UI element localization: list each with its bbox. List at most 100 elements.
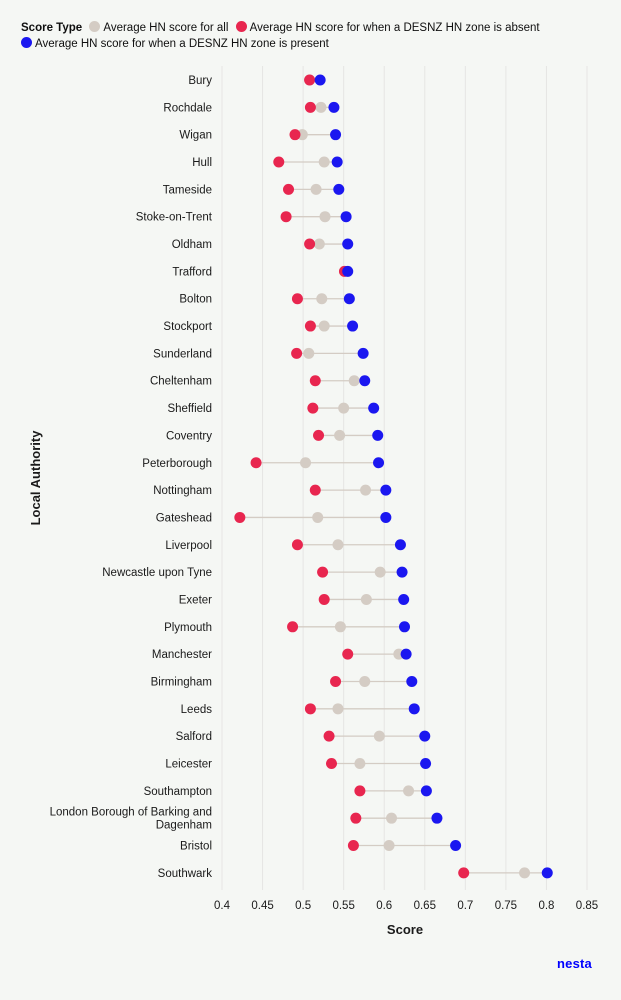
category-label-southwark: Southwark (158, 868, 213, 880)
point-all-tameside (310, 183, 322, 195)
category-label-rochdale: Rochdale (163, 102, 212, 114)
point-all-birmingham (359, 675, 371, 687)
point-present-london-borough-of-barking-and-dagenham (431, 812, 443, 824)
point-absent-peterborough (250, 457, 262, 469)
point-absent-hull (273, 156, 285, 168)
point-all-sunderland (303, 347, 315, 359)
x-tick-0-55: 0.55 (332, 900, 354, 912)
point-absent-newcastle-upon-tyne (317, 566, 329, 578)
category-label-manchester: Manchester (152, 649, 212, 661)
x-tick-0-8: 0.8 (538, 900, 554, 912)
point-absent-bristol (347, 840, 359, 852)
category-label-exeter: Exeter (179, 594, 212, 606)
legend-item-all: Average HN score for all (89, 20, 228, 36)
point-present-newcastle-upon-tyne (396, 566, 408, 578)
point-all-plymouth (334, 621, 346, 633)
point-absent-sunderland (291, 347, 303, 359)
point-all-liverpool (332, 539, 344, 551)
point-all-nottingham (360, 484, 372, 496)
point-present-manchester (400, 648, 412, 660)
category-label-plymouth: Plymouth (164, 622, 212, 634)
point-all-newcastle-upon-tyne (374, 566, 386, 578)
category-label-nottingham: Nottingham (153, 485, 212, 497)
point-all-coventry (334, 429, 346, 441)
point-absent-london-borough-of-barking-and-dagenham (350, 812, 362, 824)
legend-dot-all (89, 21, 101, 32)
point-all-hull (318, 156, 330, 168)
category-label-hull: Hull (192, 157, 212, 169)
point-absent-salford (323, 730, 335, 742)
point-present-gateshead (380, 511, 392, 523)
point-present-leicester (420, 758, 432, 769)
y-axis-title: Local Authority (28, 430, 43, 526)
legend-item-present: Average HN score for when a DESNZ HN zon… (21, 36, 329, 52)
point-present-oldham (342, 238, 354, 250)
point-present-coventry (372, 429, 384, 441)
category-label-london-borough-of-barking-and-dagenham: London Borough of Barking and Dagenham (50, 807, 212, 832)
point-absent-rochdale (304, 101, 316, 113)
point-present-wigan (330, 129, 342, 141)
point-all-salford (373, 730, 385, 742)
point-present-salford (419, 730, 431, 742)
point-absent-gateshead (234, 511, 246, 523)
category-label-stoke-on-trent: Stoke-on-Trent (136, 212, 213, 224)
category-label-bury: Bury (188, 75, 212, 87)
legend-dot-present (21, 37, 32, 48)
point-present-exeter (398, 593, 410, 605)
category-label-bolton: Bolton (179, 294, 212, 306)
point-all-cheltenham (348, 375, 360, 387)
category-label-trafford: Trafford (172, 266, 212, 278)
point-absent-nottingham (309, 484, 321, 496)
brand-logo: nesta (557, 956, 592, 971)
point-present-tameside (333, 183, 345, 195)
x-tick-0-45: 0.45 (251, 900, 273, 912)
category-label-line: Dagenham (156, 820, 212, 832)
point-present-cheltenham (359, 375, 371, 387)
x-tick-0-5: 0.5 (295, 900, 311, 912)
point-present-peterborough (373, 457, 385, 469)
category-labels: Bury Rochdale Wigan Hull Tameside Stoke-on-Tr… (50, 75, 213, 880)
point-absent-plymouth (287, 621, 299, 633)
point-absent-southwark (458, 867, 470, 879)
category-label-wigan: Wigan (179, 130, 212, 142)
point-present-southwark (541, 867, 553, 879)
category-label-newcastle-upon-tyne: Newcastle upon Tyne (102, 567, 212, 579)
point-all-bristol (383, 840, 395, 852)
category-label-oldham: Oldham (172, 239, 212, 251)
point-present-bolton (343, 293, 355, 305)
legend-dot-absent (235, 21, 247, 32)
category-label-gateshead: Gateshead (156, 512, 212, 524)
point-present-sunderland (357, 347, 369, 359)
x-tick-labels: 0.4 0.45 0.5 0.55 0.6 0.65 0.7 0.75 0.8 0.85 (214, 900, 598, 912)
point-absent-cheltenham (309, 375, 321, 387)
legend-label-all: Average HN score for all (103, 22, 229, 34)
category-label-stockport: Stockport (163, 321, 212, 333)
point-present-trafford (342, 265, 354, 277)
point-all-gateshead (312, 511, 324, 523)
legend-label-absent: Average HN score for when a DESNZ HN zon… (249, 22, 540, 34)
category-label-leicester: Leicester (165, 759, 212, 771)
point-absent-sheffield (307, 402, 319, 414)
point-absent-exeter (318, 593, 330, 605)
category-label-sheffield: Sheffield (167, 403, 212, 415)
x-tick-0-7: 0.7 (457, 900, 473, 912)
legend-item-absent: Average HN score for when a DESNZ HN zon… (235, 20, 540, 36)
point-present-liverpool (394, 539, 406, 551)
point-absent-bolton (291, 293, 303, 305)
point-absent-oldham (304, 238, 316, 250)
x-axis-title: Score (387, 922, 423, 937)
category-label-coventry: Coventry (166, 430, 212, 442)
point-present-sheffield (368, 402, 380, 414)
point-absent-coventry (313, 429, 325, 441)
legend-title: Score Type (21, 22, 83, 34)
category-label-salford: Salford (176, 731, 212, 743)
point-all-oldham (313, 238, 325, 250)
category-label-southampton: Southampton (144, 786, 212, 798)
legend-label-present: Average HN score for when a DESNZ HN zon… (35, 38, 329, 50)
point-all-london-borough-of-barking-and-dagenham (386, 812, 398, 824)
x-tick-0-4: 0.4 (214, 900, 231, 912)
category-label-birmingham: Birmingham (151, 676, 212, 688)
point-present-stoke-on-trent (340, 211, 352, 223)
x-tick-0-6: 0.6 (376, 900, 392, 912)
point-all-southwark (519, 867, 531, 879)
